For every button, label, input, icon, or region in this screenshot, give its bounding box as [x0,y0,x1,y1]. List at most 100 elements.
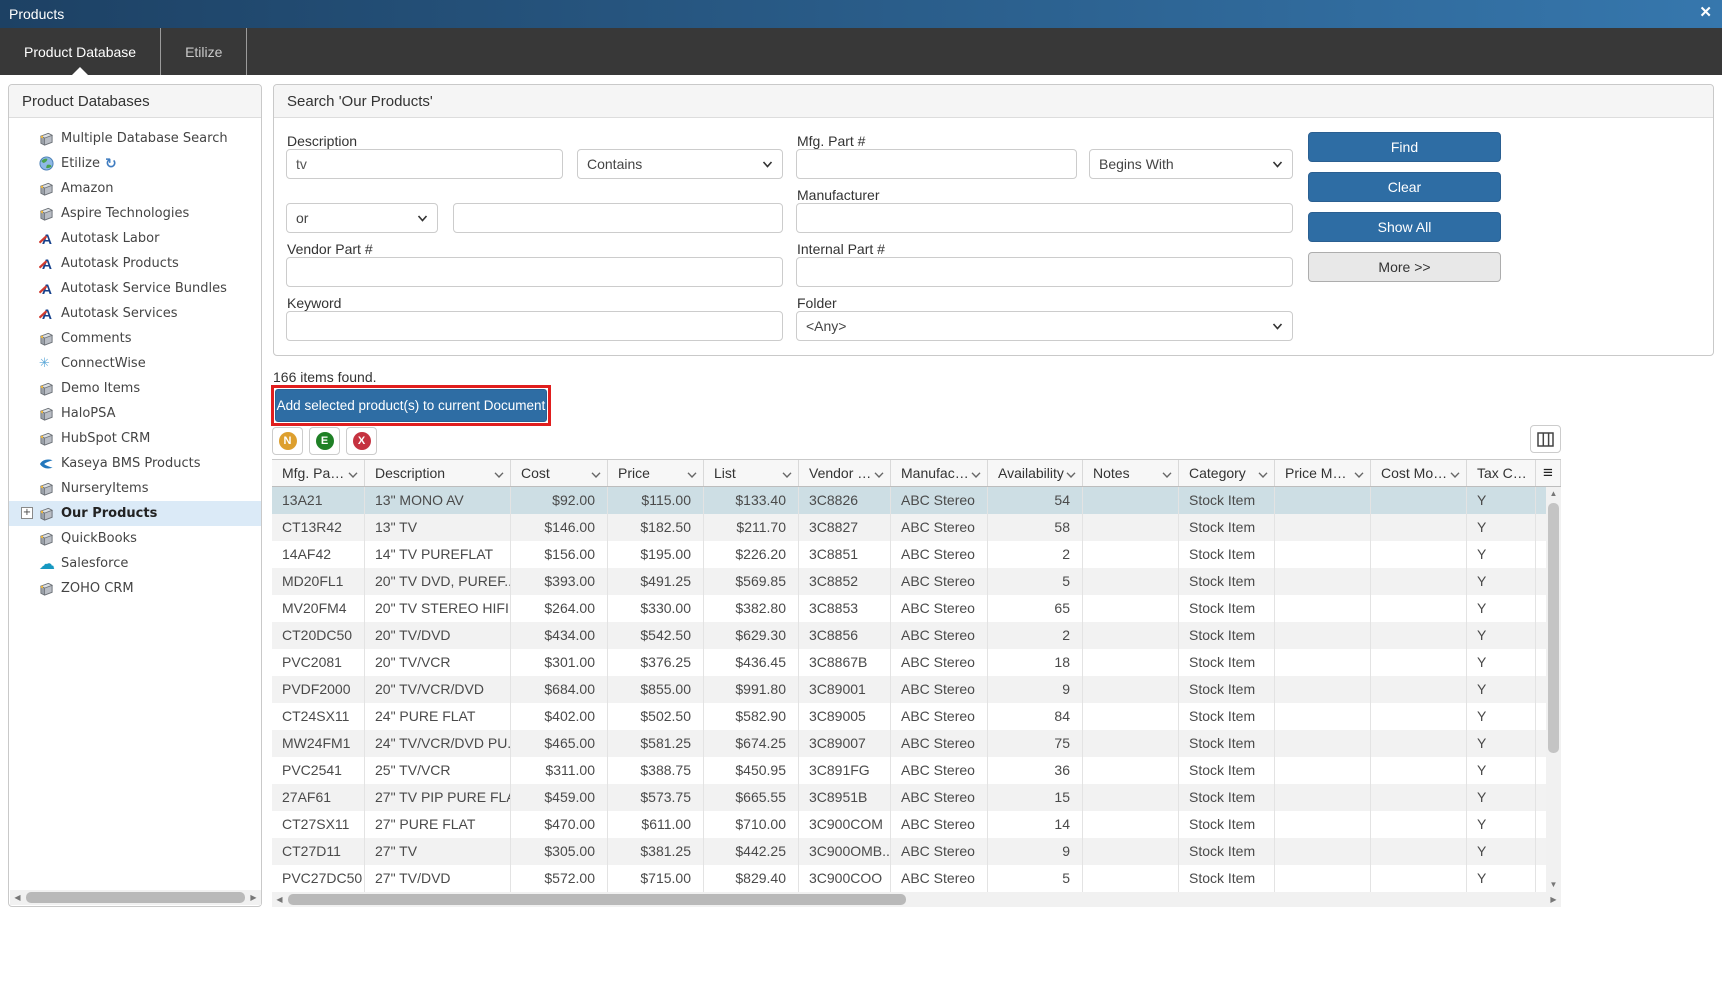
keyword-input[interactable] [286,311,783,341]
sidebar-item-label: Autotask Service Bundles [59,281,227,296]
table-row[interactable]: MD20FL120" TV DVD, PUREF...$393.00$491.2… [272,568,1561,595]
sidebar-item-autotask-service-bundles[interactable]: AAutotask Service Bundles [9,276,261,301]
scroll-up-icon[interactable]: ▲ [1546,487,1561,501]
sidebar-horizontal-scrollbar[interactable]: ◀ ▶ [10,890,261,905]
sidebar-item-quickbooks[interactable]: QuickBooks [9,526,261,551]
scroll-right-icon[interactable]: ▶ [246,890,261,905]
scroll-thumb[interactable] [288,894,906,905]
sidebar-item-etilize[interactable]: Etilize↻ [9,151,261,176]
show-all-button[interactable]: Show All [1308,212,1501,242]
table-row[interactable]: CT13R4213" TV$146.00$182.50$211.703C8827… [272,514,1561,541]
sidebar-item-autotask-products[interactable]: AAutotask Products [9,251,261,276]
column-chooser-button[interactable] [1530,425,1561,453]
table-row[interactable]: CT24SX1124" PURE FLAT$402.00$502.50$582.… [272,703,1561,730]
sidebar-item-amazon[interactable]: Amazon [9,176,261,201]
sort-chevron-icon[interactable] [782,465,792,481]
sort-chevron-icon[interactable] [687,465,697,481]
operator-select[interactable]: or [286,203,438,233]
tab-product-database[interactable]: Product Database [0,28,161,75]
more-button[interactable]: More >> [1308,252,1501,282]
column-header-description[interactable]: Description [365,460,511,486]
add-selected-products-button[interactable]: Add selected product(s) to current Docum… [275,389,547,422]
scroll-down-icon[interactable]: ▼ [1546,878,1561,892]
sort-chevron-icon[interactable] [1450,465,1460,481]
table-row[interactable]: CT20DC5020" TV/DVD$434.00$542.50$629.303… [272,622,1561,649]
description-input[interactable] [286,149,563,179]
sort-chevron-icon[interactable] [348,465,358,481]
column-header-manufacturer[interactable]: Manufacturer [891,460,988,486]
scroll-right-icon[interactable]: ▶ [1546,892,1561,907]
column-header-cost-modifier[interactable]: Cost Modifier [1371,460,1467,486]
sidebar-item-our-products[interactable]: +Our Products [9,501,261,526]
sidebar-item-zoho-crm[interactable]: ZOHO CRM [9,576,261,601]
clear-button[interactable]: Clear [1308,172,1501,202]
cell-cost-modifier [1371,676,1467,703]
scroll-left-icon[interactable]: ◀ [10,890,25,905]
sidebar-item-comments[interactable]: Comments [9,326,261,351]
mfg-part-match-select[interactable]: Begins With [1089,149,1293,179]
table-vertical-scrollbar[interactable]: ▲ ▼ [1546,487,1561,892]
internal-part-input[interactable] [796,257,1293,287]
scroll-thumb[interactable] [1548,503,1559,753]
table-row[interactable]: MW24FM124" TV/VCR/DVD PU...$465.00$581.2… [272,730,1561,757]
close-icon[interactable]: ✕ [1699,3,1712,23]
delete-row-button[interactable]: X [346,427,377,455]
new-row-button[interactable]: N [272,427,303,455]
column-header-availability[interactable]: Availability [988,460,1083,486]
sort-chevron-icon[interactable] [1354,465,1364,481]
sort-chevron-icon[interactable] [591,465,601,481]
grid-menu-icon[interactable]: ≡ [1536,460,1561,486]
column-header-list[interactable]: List [704,460,799,486]
manufacturer-input[interactable] [796,203,1293,233]
tab-etilize[interactable]: Etilize [161,28,247,75]
sort-chevron-icon[interactable] [1258,465,1268,481]
table-row[interactable]: CT27SX1127" PURE FLAT$470.00$611.00$710.… [272,811,1561,838]
column-header-cost[interactable]: Cost [511,460,608,486]
sidebar-item-hubspot-crm[interactable]: HubSpot CRM [9,426,261,451]
column-header-mfg-part[interactable]: Mfg. Part # [272,460,365,486]
column-header-vendor-part[interactable]: Vendor Part # [799,460,891,486]
table-row[interactable]: 27AF6127" TV PIP PURE FLAT$459.00$573.75… [272,784,1561,811]
table-horizontal-scrollbar[interactable]: ◀ ▶ [272,892,1561,907]
column-header-price-modifier[interactable]: Price Modifier [1275,460,1371,486]
edit-row-button[interactable]: E [309,427,340,455]
sort-chevron-icon[interactable] [1066,465,1076,481]
sidebar-item-aspire-technologies[interactable]: Aspire Technologies [9,201,261,226]
table-row[interactable]: PVDF200020" TV/VCR/DVD$684.00$855.00$991… [272,676,1561,703]
table-row[interactable]: CT27D1127" TV$305.00$381.25$442.253C900O… [272,838,1561,865]
table-row[interactable]: PVC208120" TV/VCR$301.00$376.25$436.453C… [272,649,1561,676]
table-row[interactable]: 14AF4214" TV PUREFLAT$156.00$195.00$226.… [272,541,1561,568]
sidebar-item-multiple-database-search[interactable]: Multiple Database Search [9,126,261,151]
sidebar-item-nurseryitems[interactable]: NurseryItems [9,476,261,501]
vendor-part-label: Vendor Part # [287,241,373,257]
sidebar-item-halopsa[interactable]: HaloPSA [9,401,261,426]
cell-mfg-part: PVDF2000 [272,676,365,703]
sidebar-item-demo-items[interactable]: Demo Items [9,376,261,401]
mfg-part-input[interactable] [796,149,1077,179]
sidebar-item-autotask-labor[interactable]: AAutotask Labor [9,226,261,251]
table-row[interactable]: PVC27DC5027" TV/DVD$572.00$715.00$829.40… [272,865,1561,892]
table-row[interactable]: 13A2113" MONO AV$92.00$115.00$133.403C88… [272,487,1561,514]
column-header-price[interactable]: Price [608,460,704,486]
scroll-thumb[interactable] [26,892,245,903]
column-header-notes[interactable]: Notes [1083,460,1179,486]
expand-plus-icon[interactable]: + [21,507,33,519]
column-header-tax-code[interactable]: Tax Code [1467,460,1536,486]
sort-chevron-icon[interactable] [494,465,504,481]
table-row[interactable]: MV20FM420" TV STEREO HIFI...$264.00$330.… [272,595,1561,622]
table-row[interactable]: PVC254125" TV/VCR$311.00$388.75$450.953C… [272,757,1561,784]
description-extra-input[interactable] [453,203,783,233]
scroll-left-icon[interactable]: ◀ [272,892,287,907]
vendor-part-input[interactable] [286,257,783,287]
sort-chevron-icon[interactable] [971,465,981,481]
sidebar-item-salesforce[interactable]: ☁Salesforce [9,551,261,576]
sort-chevron-icon[interactable] [1162,465,1172,481]
description-match-select[interactable]: Contains [577,149,783,179]
sidebar-item-connectwise[interactable]: ✳ConnectWise [9,351,261,376]
sidebar-item-kaseya-bms-products[interactable]: Kaseya BMS Products [9,451,261,476]
sort-chevron-icon[interactable] [874,465,884,481]
folder-select[interactable]: <Any> [796,311,1293,341]
column-header-category[interactable]: Category [1179,460,1275,486]
find-button[interactable]: Find [1308,132,1501,162]
sidebar-item-autotask-services[interactable]: AAutotask Services [9,301,261,326]
